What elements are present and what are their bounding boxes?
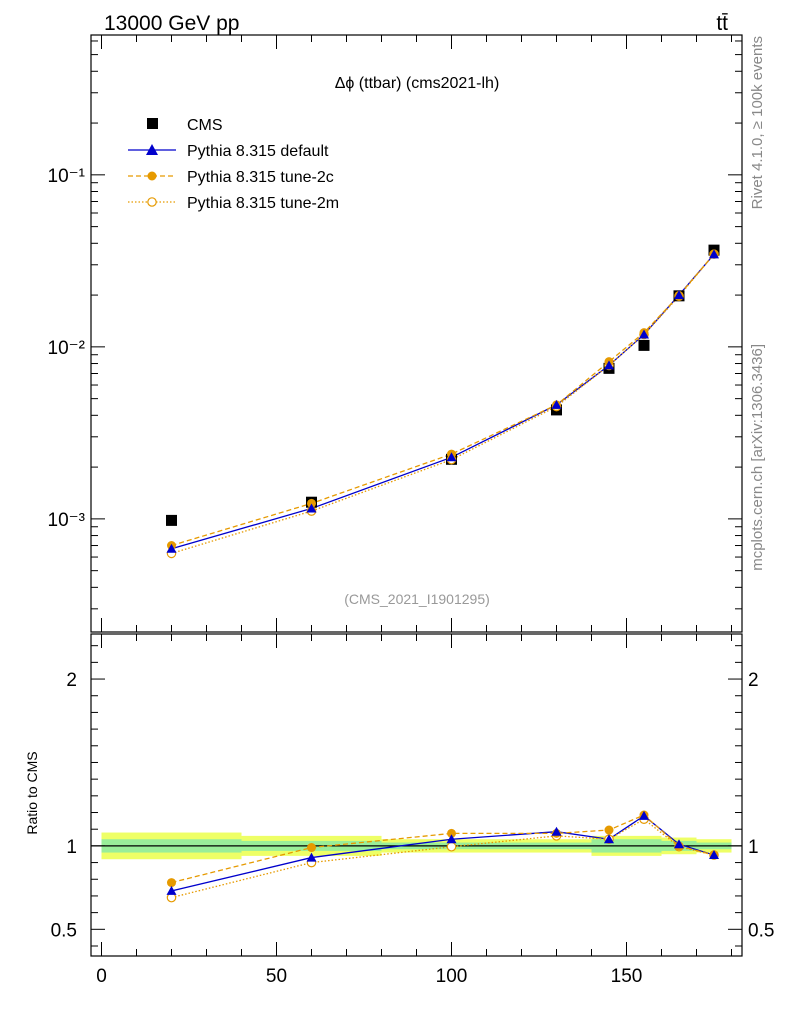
plot-title: Δϕ (ttbar) (cms2021-lh) xyxy=(335,75,500,92)
x-tick-label: 50 xyxy=(266,966,287,987)
legend-item-tune-2m: Pythia 8.315 tune-2m xyxy=(128,195,339,212)
open-circle-marker-icon xyxy=(147,197,157,207)
ratio-y-tick-label-left: 0.5 xyxy=(51,920,77,941)
ratio-tune-2m-point xyxy=(446,841,457,852)
default-point xyxy=(604,360,614,370)
default-point xyxy=(639,329,649,339)
cms-marker-icon xyxy=(147,118,158,129)
ratio-default-point xyxy=(306,852,317,862)
x-tick-label: 0 xyxy=(96,966,107,987)
y-tick-label: 10⁻¹ xyxy=(48,166,86,187)
legend-label-cms: CMS xyxy=(187,117,223,134)
ratio-default-point xyxy=(446,834,457,844)
ratio-default-point xyxy=(166,885,177,895)
tune-2c-point xyxy=(307,498,316,508)
ratio-default-point xyxy=(604,834,614,844)
main-plot-area: 10⁻³ 10⁻² 10⁻¹ xyxy=(48,35,742,632)
ratio-default-point xyxy=(709,850,719,860)
ratio-plot-area: 0.5 0.5 1 1 2 2 0 50 100 150 xyxy=(51,634,774,987)
legend-item-default: Pythia 8.315 default xyxy=(128,143,329,160)
legend-item-cms: CMS xyxy=(147,117,223,134)
default-point xyxy=(166,543,177,553)
legend-label-tune-2c: Pythia 8.315 tune-2c xyxy=(187,169,334,186)
filled-circle-marker-icon xyxy=(147,171,157,181)
legend: CMS Pythia 8.315 default Pythia 8.315 tu… xyxy=(128,117,339,212)
beam-label: 13000 GeV pp xyxy=(104,12,239,35)
ratio-y-tick-label-right: 1 xyxy=(748,837,759,858)
ratio-line-0 xyxy=(171,815,715,892)
default-point xyxy=(306,503,317,513)
ratio-line-2 xyxy=(171,818,715,899)
triangle-marker-icon xyxy=(146,144,158,155)
rivet-version-label: Rivet 4.1.0, ≥ 100k events xyxy=(749,36,766,209)
ratio-tune-2c-point xyxy=(447,828,456,838)
main-panel: Δϕ (ttbar) (cms2021-lh) (CMS_2021_I19012… xyxy=(48,34,743,633)
cms-data-point xyxy=(166,514,177,526)
ratio-default-point xyxy=(551,826,562,836)
series-line-1 xyxy=(171,253,715,550)
y-tick-label: 10⁻³ xyxy=(48,510,86,531)
ratio-panel: 0.5 0.5 1 1 2 2 0 50 100 150 Ratio to CMS xyxy=(24,633,774,987)
ratio-default-point xyxy=(639,810,649,820)
ratio-y-tick-label-left: 2 xyxy=(66,670,77,691)
ratio-tune-2c-point xyxy=(307,843,316,853)
analysis-watermark: (CMS_2021_I1901295) xyxy=(344,591,490,607)
y-tick-label: 10⁻² xyxy=(48,338,86,359)
legend-label-tune-2m: Pythia 8.315 tune-2m xyxy=(187,195,339,212)
mcplots-label: mcplots.cern.ch [arXiv:1306.3436] xyxy=(749,344,766,571)
legend-item-tune-2c: Pythia 8.315 tune-2c xyxy=(128,169,334,186)
ratio-frame xyxy=(90,633,743,957)
default-point xyxy=(446,452,457,462)
legend-label-default: Pythia 8.315 default xyxy=(187,143,329,160)
series-line-2 xyxy=(171,253,715,547)
ratio-y-tick-label-left: 1 xyxy=(66,837,77,858)
ratio-y-tick-label-right: 0.5 xyxy=(748,920,774,941)
ratio-line-1 xyxy=(171,814,715,884)
main-frame xyxy=(90,34,743,633)
ratio-tune-2c-point xyxy=(167,878,176,888)
ratio-y-label: Ratio to CMS xyxy=(24,751,40,834)
ratio-y-tick-label-right: 2 xyxy=(748,670,759,691)
default-point xyxy=(551,399,562,409)
x-tick-label: 150 xyxy=(611,966,643,987)
default-point xyxy=(709,249,719,259)
ratio-tune-2c-point xyxy=(604,825,614,835)
process-label: tt̄ xyxy=(716,12,728,35)
default-point xyxy=(674,290,684,300)
series-line-3 xyxy=(171,253,715,555)
x-tick-label: 100 xyxy=(436,966,468,987)
ratio-default-point xyxy=(674,839,684,849)
cms-data-point xyxy=(638,339,650,351)
